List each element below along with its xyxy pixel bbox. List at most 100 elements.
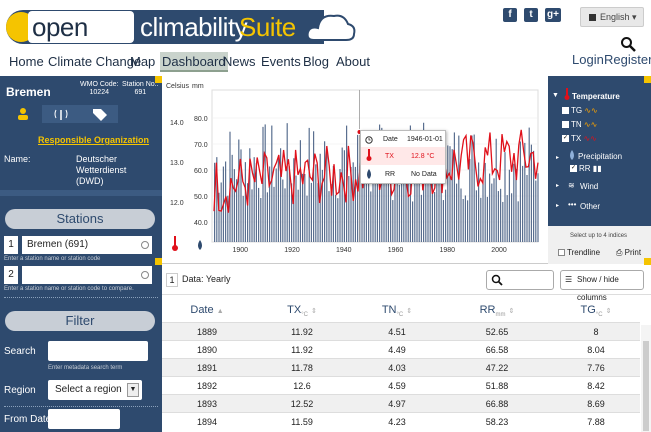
table-row[interactable]: 1891 11.78 4.03 47.22 7.76: [162, 358, 640, 376]
nav-home[interactable]: Home: [9, 54, 44, 69]
scrollbar-thumb[interactable]: [643, 341, 649, 431]
tx-checkbox[interactable]: ✓: [562, 135, 569, 143]
station-name: Bremen: [6, 85, 51, 99]
stations-header[interactable]: Stations: [5, 209, 155, 229]
collapse-arrow-icon[interactable]: ▼: [552, 92, 559, 99]
rr-bar: [313, 131, 315, 242]
series-tx[interactable]: ✓ TX ∿∿: [562, 134, 597, 143]
col-header-date[interactable]: Date ▲: [162, 298, 252, 322]
series-tn[interactable]: TN ∿∿: [562, 120, 597, 129]
search-icon[interactable]: [620, 36, 636, 52]
tooltip-tx-value: 12.8 °C: [411, 153, 435, 160]
x-tick-label: 1900: [232, 247, 248, 254]
filter-header[interactable]: Filter: [5, 311, 155, 331]
rr-bar: [442, 200, 444, 242]
table-row[interactable]: 1892 12.6 4.59 51.88 8.42: [162, 376, 640, 394]
tab-station[interactable]: [42, 105, 80, 123]
rr-bar: [220, 182, 222, 242]
station-2-radio[interactable]: [141, 271, 149, 279]
rr-bar: [500, 188, 502, 242]
rr-bar: [449, 146, 451, 242]
table-cell: 1889: [196, 327, 218, 337]
expand-arrow-icon[interactable]: ▸: [556, 203, 560, 209]
show-hide-columns-button[interactable]: ☰ Show / hide columns: [560, 270, 644, 302]
metadata-search-input[interactable]: [48, 341, 148, 361]
col-header-tx[interactable]: TX°C ⇕: [252, 298, 352, 322]
facebook-icon[interactable]: f: [503, 8, 517, 22]
tn-checkbox[interactable]: [562, 121, 569, 129]
trendline-toggle[interactable]: Trendline: [558, 248, 600, 257]
expand-arrow-icon[interactable]: ▸: [556, 183, 560, 189]
table-cell: 11.59: [291, 417, 313, 427]
nav-news[interactable]: News: [223, 54, 256, 69]
rr-checkbox[interactable]: ✓: [570, 165, 577, 173]
table-row[interactable]: 1890 11.92 4.49 66.58 8.04: [162, 340, 640, 358]
other-group[interactable]: Other: [580, 202, 601, 211]
rr-bar: [238, 139, 240, 242]
precipitation-group[interactable]: Precipitation: [578, 152, 623, 161]
rr-bar: [535, 180, 537, 242]
rr-bar: [385, 142, 387, 242]
rr-bar: [251, 189, 253, 242]
rr-bar: [445, 189, 447, 242]
region-select[interactable]: Select a region ▼: [48, 380, 142, 400]
expand-arrow-icon[interactable]: ▸: [556, 155, 560, 161]
nav-dashboard[interactable]: Dashboard: [160, 52, 228, 72]
nav-blog[interactable]: Blog: [303, 54, 330, 69]
series-panel: ▼ Temperature TG ∿∿ TN ∿∿ ✓ TX ∿∿ ▸ Preci…: [548, 76, 651, 264]
table-scrollbar[interactable]: [641, 325, 651, 432]
chart-tooltip: Date 1946-01-01 TX 12.8 °C RR No Data: [360, 130, 446, 184]
language-select[interactable]: English ▾: [580, 7, 644, 27]
temperature-group[interactable]: Temperature: [572, 92, 620, 101]
resize-handle[interactable]: [644, 258, 651, 265]
twitter-icon[interactable]: t: [524, 8, 538, 22]
rr-bar: [249, 148, 251, 242]
googleplus-icon[interactable]: g+: [545, 8, 561, 22]
col-header-tn[interactable]: TN°C ⇕: [352, 298, 442, 322]
table-row[interactable]: 1889 11.92 4.51 52.65 8: [162, 322, 640, 340]
rr-bar: [363, 180, 365, 242]
tooltip-rr-value: No Data: [411, 171, 437, 178]
tg-checkbox[interactable]: [562, 107, 569, 115]
nav-events[interactable]: Events: [261, 54, 301, 69]
series-tg[interactable]: TG ∿∿: [562, 106, 598, 115]
resize-handle[interactable]: [644, 76, 651, 83]
rr-bar: [418, 166, 420, 242]
table-cell: 1893: [196, 399, 218, 409]
login-link[interactable]: Login: [572, 52, 604, 67]
station-1-radio[interactable]: [141, 241, 149, 249]
climate-chart[interactable]: Celsius mm 14.0 13.0 12.0 80.0 70.0 60.0 50.0 40.…: [162, 76, 548, 264]
rr-bar: [453, 132, 455, 242]
col-header-rr[interactable]: RRmm ⇕: [442, 298, 552, 322]
from-date-input[interactable]: [48, 409, 120, 429]
station-2-input[interactable]: [22, 266, 152, 284]
rr-bar: [352, 162, 354, 242]
table-search-button[interactable]: [486, 270, 554, 290]
series-rr[interactable]: ✓ RR ▮▮: [570, 164, 602, 173]
responsible-organization-link[interactable]: Responsible Organization: [38, 135, 150, 145]
rr-bar: [462, 199, 464, 242]
table-row[interactable]: 1894 11.59 4.23 58.23 7.88: [162, 412, 640, 430]
sort-icon: ⇕: [406, 308, 413, 315]
register-link[interactable]: Register: [604, 52, 651, 67]
nav-about[interactable]: About: [336, 54, 370, 69]
station-1-input[interactable]: Bremen (691): [22, 236, 152, 254]
tab-tags[interactable]: [80, 105, 118, 123]
col-header-tg[interactable]: TG°C ⇕: [552, 298, 640, 322]
wind-group[interactable]: Wind: [580, 182, 599, 191]
divider: [0, 190, 162, 196]
tab-organization[interactable]: [4, 105, 42, 123]
table-row[interactable]: 1893 12.52 4.97 66.88 8.69: [162, 394, 640, 412]
nav-map[interactable]: Map: [130, 54, 156, 69]
y-tick-mm: 70.0: [194, 142, 208, 149]
resize-handle[interactable]: [155, 76, 162, 83]
rr-bar: [537, 173, 539, 242]
print-button[interactable]: ⎙ Print: [616, 248, 641, 258]
rr-bar: [242, 195, 244, 242]
nav-climate-change[interactable]: Climate Change: [48, 54, 142, 69]
trendline-checkbox[interactable]: [558, 249, 565, 257]
resize-handle[interactable]: [155, 258, 162, 265]
rr-bar: [354, 166, 356, 242]
logo[interactable]: open climability Suite: [6, 6, 356, 48]
y-tick-mm: 40.0: [194, 220, 208, 227]
